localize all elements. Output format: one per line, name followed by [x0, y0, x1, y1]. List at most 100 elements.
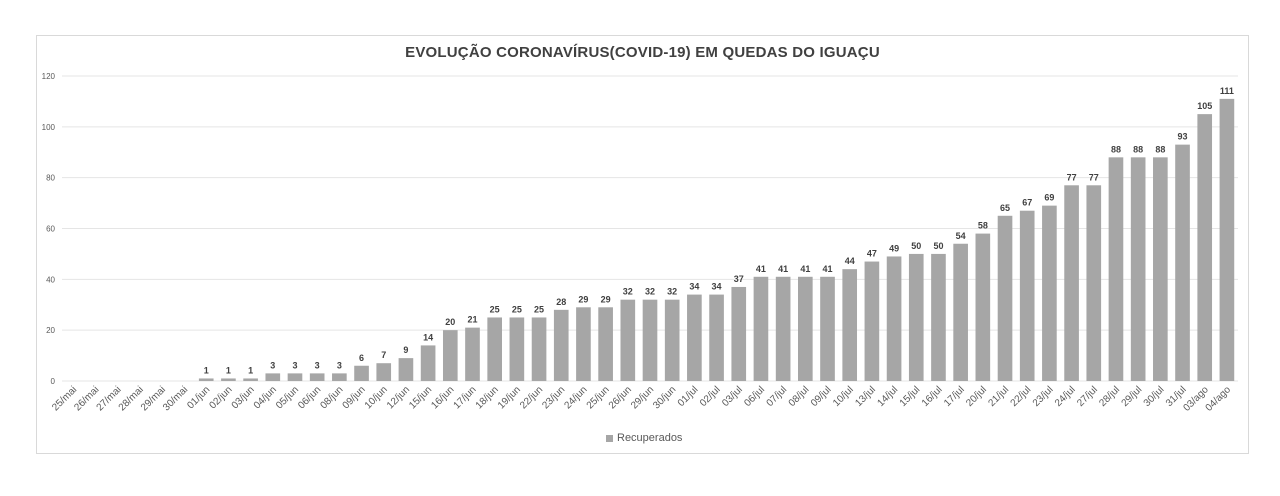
bar [1153, 157, 1168, 381]
legend-label: Recuperados [617, 432, 683, 444]
x-tick-label: 19/jun [496, 384, 523, 411]
bar [753, 276, 769, 381]
y-tick-label: 80 [46, 174, 55, 183]
bar [1086, 185, 1102, 381]
x-tick-label: 06/jun [296, 384, 323, 411]
bar [731, 286, 747, 381]
bar [576, 307, 591, 381]
x-tick-label: 14/jul [876, 384, 901, 409]
x-tick-label: 23/jun [540, 384, 567, 411]
x-tick-label: 20/jul [964, 384, 989, 409]
data-label: 34 [712, 282, 722, 292]
data-label: 3 [315, 360, 320, 370]
data-label: 67 [1022, 198, 1032, 208]
bar [598, 307, 613, 381]
x-tick-label: 03/jul [720, 384, 745, 409]
x-tick-label: 07/jul [765, 384, 790, 409]
data-label: 77 [1089, 172, 1099, 182]
data-label: 77 [1067, 172, 1077, 182]
data-label: 7 [381, 350, 386, 360]
x-tick-label: 29/jul [1120, 384, 1145, 409]
bar [931, 253, 946, 381]
bar [687, 294, 702, 381]
data-label: 28 [556, 297, 566, 307]
x-tick-label: 27/jul [1075, 384, 1100, 409]
bar [842, 269, 858, 381]
data-label: 1 [248, 365, 253, 375]
x-tick-label: 04/ago [1204, 384, 1234, 414]
data-label: 41 [778, 264, 788, 274]
x-tick-label: 13/jul [853, 384, 878, 409]
bar [797, 276, 813, 381]
bar [620, 299, 636, 381]
x-tick-label: 21/jul [986, 384, 1011, 409]
data-label: 32 [667, 287, 677, 297]
bar [265, 373, 281, 381]
bar [1064, 185, 1079, 381]
data-label: 65 [1000, 203, 1010, 213]
bar [221, 378, 236, 381]
data-label: 105 [1197, 101, 1212, 111]
bar [376, 363, 392, 381]
bar [243, 378, 258, 381]
x-tick-label: 09/jul [809, 384, 834, 409]
bar [908, 253, 924, 381]
x-tick-label: 02/jul [698, 384, 723, 409]
bar [442, 330, 458, 381]
data-label: 32 [645, 287, 655, 297]
x-tick-label: 12/jun [385, 384, 412, 411]
data-label: 41 [756, 264, 766, 274]
data-label: 111 [1220, 86, 1234, 96]
x-tick-label: 30/mai [161, 384, 190, 413]
x-tick-label: 17/jun [452, 384, 479, 411]
data-label: 93 [1178, 132, 1188, 142]
data-label: 9 [403, 345, 408, 355]
bar [1130, 157, 1146, 381]
x-tick-label: 26/jun [607, 384, 634, 411]
data-label: 3 [292, 360, 297, 370]
bar [775, 276, 791, 381]
data-label: 1 [204, 365, 209, 375]
bar [820, 276, 835, 381]
x-tick-label: 22/jun [518, 384, 545, 411]
x-tick-label: 30/jun [651, 384, 678, 411]
data-label: 25 [512, 304, 522, 314]
legend: Recuperados [606, 432, 682, 444]
data-label: 3 [337, 360, 342, 370]
bar [709, 294, 724, 381]
legend-swatch [606, 434, 613, 442]
data-label: 88 [1111, 144, 1121, 154]
x-tick-label: 08/jul [787, 384, 812, 409]
bar [287, 373, 303, 381]
x-tick-label: 05/jun [274, 384, 301, 411]
y-tick-label: 20 [46, 326, 55, 335]
data-label: 29 [601, 294, 611, 304]
x-tick-label: 02/jun [207, 384, 234, 411]
x-tick-label: 01/jun [185, 384, 212, 411]
bar [664, 299, 680, 381]
x-tick-label: 24/jul [1053, 384, 1078, 409]
x-tick-label: 22/jul [1009, 384, 1034, 409]
data-label: 69 [1044, 193, 1054, 203]
y-tick-label: 100 [42, 123, 56, 132]
y-tick-label: 40 [46, 275, 55, 284]
bar [975, 233, 991, 381]
bar [997, 215, 1013, 381]
x-tick-label: 23/jul [1031, 384, 1056, 409]
bar [198, 378, 214, 381]
bar [420, 345, 436, 381]
bar [1219, 98, 1235, 381]
bar [864, 261, 880, 381]
x-tick-label: 10/jun [363, 384, 390, 411]
bar [531, 317, 547, 381]
data-label: 49 [889, 243, 899, 253]
x-tick-label: 16/jul [920, 384, 945, 409]
bar [1042, 205, 1057, 381]
y-tick-label: 0 [51, 377, 56, 386]
data-label: 44 [845, 256, 855, 266]
bar [332, 373, 347, 381]
x-tick-label: 01/jul [676, 384, 701, 409]
data-label: 32 [623, 287, 633, 297]
data-label: 47 [867, 249, 877, 259]
